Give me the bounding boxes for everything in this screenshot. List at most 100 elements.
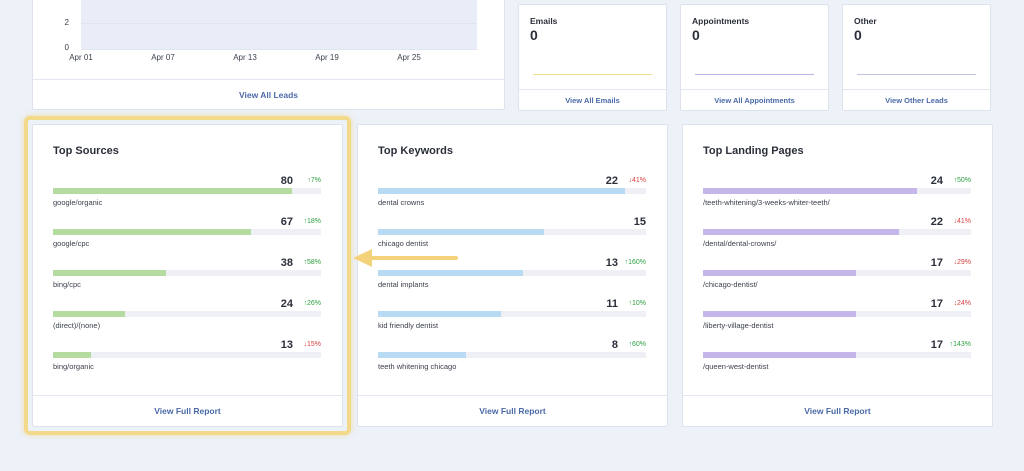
view-full-report-link[interactable]: View Full Report [33, 395, 342, 426]
row-label: kid friendly dentist [378, 321, 439, 330]
view-all-leads-link[interactable]: View All Leads [33, 79, 504, 109]
row-label: /chicago-dentist/ [703, 280, 758, 289]
progress-track [53, 270, 321, 276]
x-tick-label: Apr 01 [69, 53, 93, 62]
progress-fill [53, 270, 166, 276]
list-item: 22 ↓41% dental crowns [378, 175, 646, 211]
progress-fill [53, 311, 126, 317]
row-label: chicago dentist [378, 239, 429, 248]
stat-value: 0 [854, 27, 862, 43]
progress-fill [378, 311, 502, 317]
progress-track [378, 229, 646, 235]
list-item: 13 ↑160% dental implants [378, 257, 646, 293]
appointments-stat-card: Appointments 0 View All Appointments [680, 4, 829, 111]
card-title: Top Landing Pages [703, 145, 804, 157]
row-value: 17 [930, 257, 943, 269]
row-value: 24 [930, 175, 943, 187]
row-value: 67 [280, 216, 293, 228]
row-change-badge: ↑50% [953, 177, 971, 184]
stat-sparkline [695, 74, 814, 75]
stat-sparkline [533, 74, 652, 75]
x-tick-label: Apr 19 [315, 53, 339, 62]
card-title: Top Sources [53, 145, 119, 157]
top-sources-card: Top Sources 80 ↑7% google/organic 67 ↑18% goo… [32, 124, 343, 427]
row-value: 24 [280, 298, 293, 310]
row-label: /liberty-village-dentist [703, 321, 774, 330]
x-tick-label: Apr 13 [233, 53, 257, 62]
row-value: 38 [280, 257, 293, 269]
view-full-report-link[interactable]: View Full Report [683, 395, 992, 426]
list-item: 22 ↓41% /dental/dental-crowns/ [703, 216, 971, 252]
row-label: dental crowns [378, 198, 425, 207]
progress-track [378, 188, 646, 194]
row-change-badge: ↓24% [953, 300, 971, 307]
list-item: 17 ↓29% /chicago-dentist/ [703, 257, 971, 293]
view-all-emails-link[interactable]: View All Emails [519, 89, 666, 110]
progress-track [703, 270, 971, 276]
progress-fill [378, 352, 467, 358]
stat-sparkline [857, 74, 976, 75]
row-label: google/organic [53, 198, 103, 207]
row-value: 22 [930, 216, 943, 228]
row-change-badge: ↓41% [628, 177, 646, 184]
row-change-badge: ↑7% [307, 177, 321, 184]
stat-value: 0 [530, 27, 538, 43]
progress-fill [53, 229, 252, 235]
progress-fill [378, 229, 545, 235]
row-label: /queen-west-dentist [703, 362, 769, 371]
row-label: (direct)/(none) [53, 321, 101, 330]
progress-fill [703, 270, 856, 276]
progress-track [703, 311, 971, 317]
progress-track [53, 352, 321, 358]
list-item: 24 ↑26% (direct)/(none) [53, 298, 321, 334]
progress-track [378, 270, 646, 276]
row-label: teeth whitening chicago [378, 362, 457, 371]
list-item: 13 ↓15% bing/organic [53, 339, 321, 375]
view-other-leads-link[interactable]: View Other Leads [843, 89, 990, 110]
row-value: 15 [633, 216, 646, 228]
row-change-badge: ↑58% [303, 259, 321, 266]
progress-fill [703, 352, 856, 358]
chart-gridline [81, 23, 477, 24]
list-item: 38 ↑58% bing/cpc [53, 257, 321, 293]
progress-track [703, 229, 971, 235]
list-item: 17 ↓24% /liberty-village-dentist [703, 298, 971, 334]
row-change-badge: ↓41% [953, 218, 971, 225]
stat-title: Emails [530, 16, 558, 26]
list-item: 8 ↑60% teeth whitening chicago [378, 339, 646, 375]
row-change-badge: ↓15% [303, 341, 321, 348]
progress-fill [703, 229, 899, 235]
row-value: 80 [280, 175, 293, 187]
row-label: /dental/dental-crowns/ [703, 239, 777, 248]
top-landing-pages-card: Top Landing Pages 24 ↑50% /teeth-whitening… [682, 124, 993, 427]
row-value: 22 [605, 175, 618, 187]
list-item: 80 ↑7% google/organic [53, 175, 321, 211]
card-title: Top Keywords [378, 145, 453, 157]
row-value: 8 [611, 339, 618, 351]
progress-track [378, 311, 646, 317]
row-value: 17 [930, 298, 943, 310]
progress-fill [53, 188, 292, 194]
stat-value: 0 [692, 27, 700, 43]
progress-track [703, 188, 971, 194]
y-tick-label: 0 [64, 43, 69, 52]
row-change-badge: ↑26% [303, 300, 321, 307]
row-label: bing/organic [53, 362, 94, 371]
view-full-report-link[interactable]: View Full Report [358, 395, 667, 426]
list-item: 11 ↑10% kid friendly dentist [378, 298, 646, 334]
top-keywords-card: Top Keywords 22 ↓41% dental crowns 15 chicag… [357, 124, 668, 427]
row-label: dental implants [378, 280, 429, 289]
row-change-badge: ↑18% [303, 218, 321, 225]
view-all-appointments-link[interactable]: View All Appointments [681, 89, 828, 110]
progress-track [703, 352, 971, 358]
row-value: 17 [930, 339, 943, 351]
progress-track [53, 311, 321, 317]
y-tick-label: 2 [64, 18, 69, 27]
row-change-badge: ↑160% [624, 259, 646, 266]
row-change-badge: ↑60% [628, 341, 646, 348]
emails-stat-card: Emails 0 View All Emails [518, 4, 667, 111]
chart-gridline [81, 49, 477, 50]
row-value: 11 [606, 298, 618, 310]
row-label: bing/cpc [53, 280, 81, 289]
row-change-badge: ↑10% [628, 300, 646, 307]
